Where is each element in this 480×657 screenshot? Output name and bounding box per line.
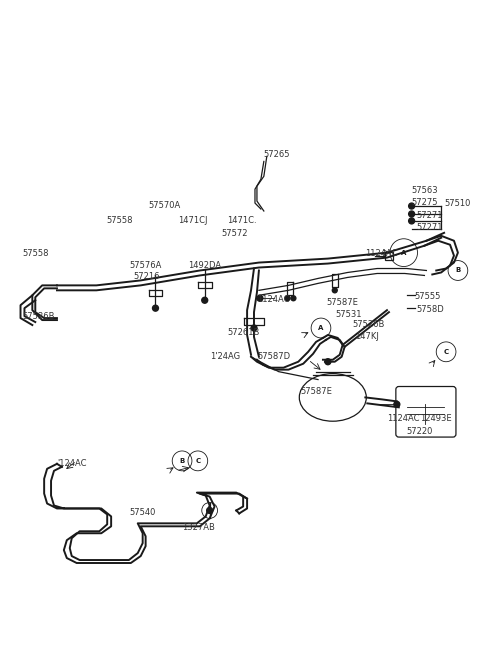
Circle shape: [325, 359, 331, 365]
Circle shape: [285, 296, 290, 301]
Circle shape: [408, 211, 415, 217]
Text: 1471CJ: 1471CJ: [178, 216, 208, 225]
Text: 1124AC: 1124AC: [365, 249, 398, 258]
Text: 57275: 57275: [412, 198, 438, 207]
Text: A: A: [401, 250, 407, 256]
Text: 1124AC: 1124AC: [387, 415, 420, 423]
Text: 57570A: 57570A: [149, 201, 181, 210]
Circle shape: [202, 297, 208, 304]
Text: 1471C.: 1471C.: [228, 216, 257, 225]
Text: 57558: 57558: [23, 249, 49, 258]
Text: B: B: [180, 458, 185, 464]
Circle shape: [332, 288, 337, 293]
Circle shape: [291, 296, 296, 301]
Text: 1492DA: 1492DA: [188, 261, 221, 269]
Text: 57271: 57271: [417, 211, 443, 220]
Text: 57555: 57555: [415, 292, 441, 302]
Circle shape: [251, 325, 257, 331]
Text: 57531: 57531: [336, 310, 362, 319]
Text: 57540: 57540: [129, 509, 155, 518]
Text: '124AC: '124AC: [57, 459, 86, 468]
Text: C: C: [195, 458, 200, 464]
Text: 57563: 57563: [412, 186, 438, 195]
Text: 5758D: 5758D: [417, 306, 444, 314]
Text: 57265: 57265: [264, 150, 290, 158]
Text: 57587E: 57587E: [300, 388, 332, 396]
Text: 57216: 57216: [134, 273, 160, 281]
Text: A: A: [318, 325, 324, 331]
Text: 1'24AG: 1'24AG: [210, 351, 240, 361]
Text: 12493E: 12493E: [420, 415, 452, 423]
Text: 57572: 57572: [221, 229, 248, 238]
Text: 1124AC: 1124AC: [257, 295, 289, 304]
Text: 57536B: 57536B: [23, 312, 55, 321]
Text: 57558: 57558: [106, 216, 132, 225]
Text: 57271: 57271: [417, 223, 443, 232]
Text: 57220: 57220: [407, 427, 433, 436]
Text: 57261B: 57261B: [228, 328, 260, 337]
Text: 57587E: 57587E: [326, 298, 358, 307]
Circle shape: [207, 507, 213, 513]
Text: 1327AB: 1327AB: [182, 524, 215, 532]
Circle shape: [408, 218, 415, 224]
Text: 147KJ: 147KJ: [356, 332, 379, 341]
Text: 57526B: 57526B: [352, 320, 385, 329]
Circle shape: [408, 203, 415, 209]
Circle shape: [153, 306, 158, 311]
Text: B: B: [456, 267, 460, 273]
Text: 57587D: 57587D: [257, 351, 290, 361]
Circle shape: [257, 295, 263, 301]
Bar: [385, 252, 393, 260]
Text: 57576A: 57576A: [129, 261, 161, 269]
Circle shape: [394, 401, 400, 407]
Text: C: C: [444, 349, 449, 355]
Text: 57510: 57510: [444, 199, 470, 208]
